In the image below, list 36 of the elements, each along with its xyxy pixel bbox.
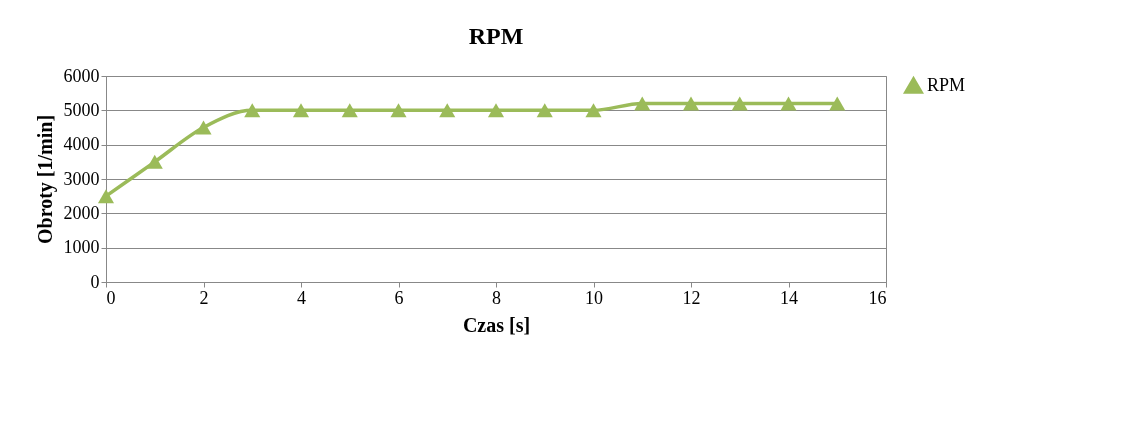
y-tick-label: 6000 xyxy=(63,65,100,86)
x-tick-label: 6 xyxy=(394,287,404,308)
legend-label: RPM xyxy=(927,74,966,95)
point xyxy=(585,103,602,118)
point xyxy=(146,154,163,169)
y-tick-label: 4000 xyxy=(63,134,100,155)
point xyxy=(195,120,212,135)
point xyxy=(390,103,407,118)
y-tick-label: 0 xyxy=(90,271,100,292)
point xyxy=(829,96,846,111)
point xyxy=(780,96,797,111)
point xyxy=(292,103,310,118)
point xyxy=(536,103,553,118)
y-tick-label: 1000 xyxy=(63,237,100,258)
point xyxy=(634,96,651,111)
x-tick-label: 8 xyxy=(492,287,501,308)
point xyxy=(244,103,261,118)
x-axis-title: Czas [s] xyxy=(462,313,531,336)
x-tick-label: 2 xyxy=(199,287,209,308)
y-tick-label: 3000 xyxy=(63,168,100,189)
point xyxy=(487,103,505,118)
point xyxy=(97,189,115,204)
y-axis-title: Obroty [1/min] xyxy=(33,114,57,245)
x-tick-label: 10 xyxy=(585,287,603,308)
y-tick-label: 2000 xyxy=(63,202,100,223)
point xyxy=(341,103,358,118)
y-tick-label: 5000 xyxy=(63,99,100,120)
x-tick-label: 16 xyxy=(868,287,887,308)
x-tick-label: 0 xyxy=(106,287,116,308)
point xyxy=(682,96,700,111)
x-tick-label: 4 xyxy=(297,287,306,308)
point xyxy=(731,96,748,111)
chart-title: RPM xyxy=(468,23,524,49)
point xyxy=(439,103,456,118)
x-tick-label: 14 xyxy=(780,287,798,308)
x-tick-label: 12 xyxy=(682,287,701,308)
